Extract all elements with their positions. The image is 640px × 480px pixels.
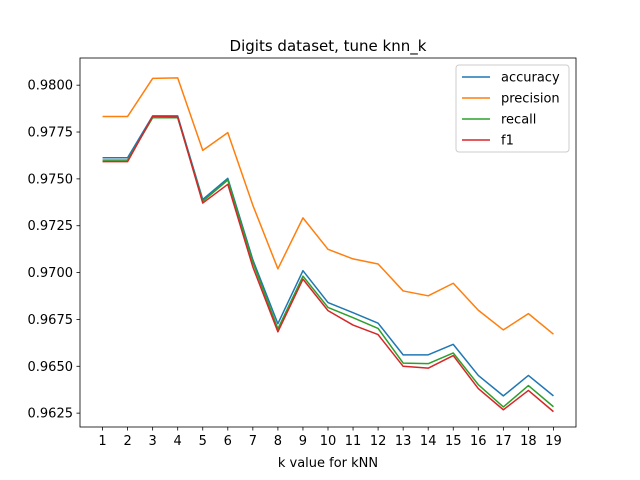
legend-label-recall: recall: [501, 113, 536, 128]
x-tick-label: 16: [470, 434, 487, 449]
x-axis-label: k value for kNN: [278, 456, 378, 471]
x-tick-label: 6: [224, 434, 232, 449]
x-tick-label: 11: [345, 434, 362, 449]
legend-label-f1: f1: [501, 134, 514, 149]
x-tick-label: 3: [149, 434, 157, 449]
y-tick-label: 0.9650: [28, 360, 74, 375]
x-tick-label: 7: [249, 434, 257, 449]
x-tick-label: 8: [274, 434, 282, 449]
y-tick-label: 0.9800: [28, 79, 74, 94]
x-tick-label: 5: [199, 434, 207, 449]
x-tick-label: 17: [495, 434, 512, 449]
x-tick-label: 14: [420, 434, 437, 449]
series-line-f1: [102, 115, 554, 413]
series-line-precision: [102, 77, 554, 335]
x-tick-label: 10: [320, 434, 337, 449]
y-tick-label: 0.9700: [28, 266, 74, 281]
plot-area: 1 2 3 4 5 6 7 8 9 10 11 12 13 14 15 16 17 18 190.96250.965…: [28, 57, 577, 449]
x-tick-label: 19: [545, 434, 562, 449]
x-tick-label: 1: [98, 434, 106, 449]
legend-label-precision: precision: [501, 92, 560, 107]
y-tick-label: 0.9725: [28, 219, 74, 234]
legend: accuracy precision recall f1: [455, 64, 570, 153]
chart-title: Digits dataset, tune knn_k: [230, 37, 427, 56]
series-line-recall: [102, 117, 554, 408]
series-line-accuracy: [102, 115, 554, 397]
x-tick-label: 15: [445, 434, 462, 449]
x-tick-label: 18: [520, 434, 537, 449]
y-tick-label: 0.9750: [28, 172, 74, 187]
legend-box: [455, 64, 570, 153]
x-tick-label: 4: [174, 434, 182, 449]
x-tick-label: 13: [395, 434, 412, 449]
y-tick-label: 0.9775: [28, 126, 74, 141]
y-tick-label: 0.9675: [28, 313, 74, 328]
legend-label-accuracy: accuracy: [501, 71, 560, 86]
x-tick-label: 9: [299, 434, 307, 449]
y-tick-label: 0.9625: [28, 407, 74, 422]
x-tick-label: 2: [123, 434, 131, 449]
x-tick-label: 12: [370, 434, 387, 449]
